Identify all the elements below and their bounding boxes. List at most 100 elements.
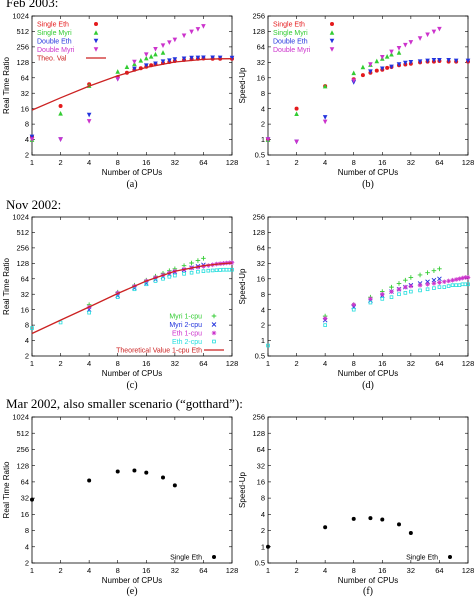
data-point bbox=[87, 310, 91, 315]
x-tick-label: 32 bbox=[407, 359, 415, 368]
y-axis-label: Speed-Up bbox=[238, 471, 247, 508]
legend-label: Theo. Val bbox=[37, 56, 67, 63]
data-point bbox=[403, 284, 408, 290]
data-point bbox=[148, 53, 154, 59]
y-tick-label: 32 bbox=[21, 494, 29, 503]
series-theoretical-value-1-cpu-eth bbox=[31, 262, 233, 335]
x-tick-label: 4 bbox=[87, 566, 91, 575]
y-tick-label: 4 bbox=[261, 305, 265, 314]
series-single-eth bbox=[266, 58, 470, 142]
data-point bbox=[181, 33, 187, 39]
data-point bbox=[172, 483, 177, 488]
legend-marker bbox=[211, 313, 217, 319]
data-point bbox=[466, 282, 470, 287]
y-tick-label: 64 bbox=[21, 274, 29, 283]
series-theo-val bbox=[31, 58, 233, 111]
data-point bbox=[446, 58, 451, 63]
x-tick-label: 64 bbox=[199, 359, 207, 368]
data-point bbox=[374, 58, 380, 64]
y-tick-label: 256 bbox=[252, 413, 265, 422]
data-point bbox=[418, 288, 422, 293]
y-tick-label: 256 bbox=[252, 12, 265, 21]
x-tick-label: 2 bbox=[58, 158, 62, 167]
data-point bbox=[457, 283, 462, 287]
data-point bbox=[351, 516, 356, 521]
data-point bbox=[58, 320, 63, 325]
section-title-nov-2002: Nov 2002: bbox=[6, 197, 62, 212]
data-point bbox=[189, 29, 194, 35]
x-tick-label: 64 bbox=[199, 566, 207, 575]
x-tick-label: 128 bbox=[226, 158, 239, 167]
x-tick-label: 1 bbox=[30, 158, 34, 167]
data-point bbox=[58, 104, 63, 109]
data-point bbox=[195, 55, 201, 61]
legend-label: Theoretical Value 1-cpu Eth bbox=[116, 348, 202, 355]
y-axis-label: Real Time Ratio bbox=[2, 461, 11, 518]
y-axis-label: Real Time Ratio bbox=[2, 258, 11, 315]
data-point bbox=[160, 475, 165, 480]
x-tick-label: 32 bbox=[407, 566, 415, 575]
chart-e: 1 2 4 8 16 32 64 1282481632641282565121024Numbe… bbox=[2, 413, 238, 597]
legend-marker bbox=[94, 22, 98, 26]
data-point bbox=[403, 42, 408, 48]
x-tick-label: 8 bbox=[116, 566, 120, 575]
data-point bbox=[196, 269, 200, 274]
data-point bbox=[322, 83, 328, 89]
legend-label: Single Myri bbox=[273, 30, 308, 37]
y-tick-label: 16 bbox=[257, 274, 265, 283]
data-point bbox=[29, 134, 35, 140]
data-point bbox=[417, 282, 423, 288]
data-point bbox=[351, 307, 356, 312]
y-tick-label: 8 bbox=[25, 526, 29, 535]
data-point bbox=[144, 470, 149, 475]
data-point bbox=[408, 40, 414, 45]
data-point bbox=[58, 137, 63, 142]
data-point bbox=[465, 58, 471, 64]
data-point bbox=[294, 139, 299, 145]
data-point bbox=[351, 302, 357, 307]
data-point bbox=[453, 58, 459, 64]
data-point bbox=[425, 281, 430, 287]
y-tick-label: 32 bbox=[21, 89, 29, 98]
plot-frame bbox=[267, 416, 469, 564]
data-point bbox=[408, 60, 414, 65]
x-tick-label: 64 bbox=[199, 158, 207, 167]
x-tick-label: 4 bbox=[323, 566, 327, 575]
y-tick-label: 2 bbox=[261, 321, 265, 330]
data-point bbox=[437, 276, 442, 282]
data-point bbox=[431, 29, 437, 35]
data-point bbox=[408, 531, 413, 536]
data-point bbox=[396, 281, 402, 286]
data-point bbox=[396, 46, 402, 51]
data-point bbox=[172, 37, 178, 43]
y-tick-label: 8 bbox=[261, 89, 265, 98]
legend-marker bbox=[329, 38, 335, 44]
plot-frame bbox=[31, 15, 233, 156]
legend-label: Single Eth bbox=[170, 555, 202, 562]
data-point bbox=[86, 112, 92, 118]
y-tick-label: 2 bbox=[25, 559, 29, 568]
data-point bbox=[437, 58, 442, 63]
x-tick-label: 4 bbox=[87, 158, 91, 167]
legend-label: Single Myri bbox=[37, 30, 72, 37]
y-tick-label: 4 bbox=[25, 542, 29, 551]
data-point bbox=[181, 56, 187, 62]
data-point bbox=[143, 52, 149, 58]
data-point bbox=[143, 55, 149, 61]
data-point bbox=[460, 282, 465, 287]
series-eth-2-cpu bbox=[266, 282, 470, 348]
data-point bbox=[446, 284, 451, 288]
y-tick-label: 16 bbox=[21, 104, 29, 113]
series-double-myri bbox=[29, 24, 206, 142]
data-point bbox=[417, 36, 423, 41]
data-point bbox=[210, 55, 215, 61]
data-point bbox=[389, 289, 394, 294]
data-point bbox=[201, 24, 206, 29]
data-point bbox=[403, 60, 408, 66]
y-tick-label: 512 bbox=[16, 429, 29, 438]
data-point bbox=[322, 119, 328, 125]
y-tick-label: 1 bbox=[261, 135, 265, 144]
data-point bbox=[463, 275, 468, 280]
